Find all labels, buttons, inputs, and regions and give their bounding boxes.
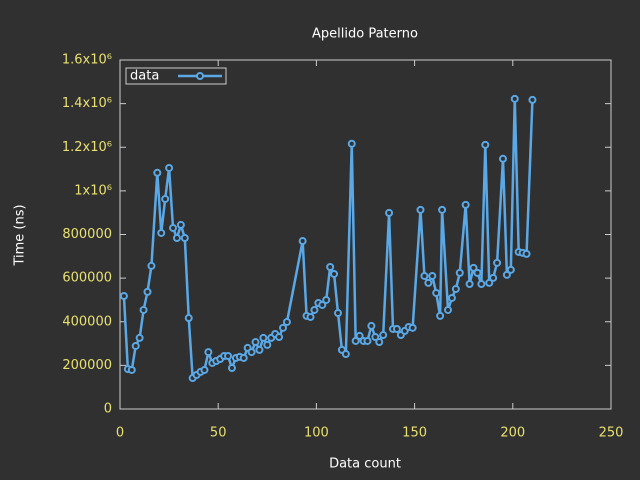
data-point (275, 333, 284, 342)
data-point (334, 309, 343, 318)
data-point (282, 317, 291, 326)
data-point (447, 293, 456, 302)
data-point (465, 280, 474, 289)
data-point (239, 353, 248, 362)
x-tick-label: 250 (599, 426, 624, 441)
data-point (443, 305, 452, 314)
data-point (127, 365, 136, 374)
data-point (392, 324, 401, 333)
data-point (161, 194, 170, 203)
data-point (351, 336, 360, 345)
data-point (438, 205, 447, 214)
data-point (510, 94, 519, 103)
data-point (375, 338, 384, 347)
legend-label: data (130, 69, 159, 84)
data-point (255, 345, 264, 354)
data-point (522, 249, 531, 258)
data-point (318, 300, 327, 309)
y-tick-label: 1x10⁶ (74, 183, 112, 198)
data-point (131, 341, 140, 350)
data-line (122, 97, 534, 380)
data-point (371, 333, 380, 342)
data-point (432, 288, 441, 297)
data-point (416, 205, 425, 214)
data-point (227, 363, 236, 372)
data-point (469, 263, 478, 272)
legend-box (125, 67, 227, 85)
data-point (251, 338, 260, 347)
data-point (420, 271, 429, 280)
data-point (355, 331, 364, 340)
data-point (180, 233, 189, 242)
data-point (119, 292, 128, 301)
data-point (298, 237, 307, 246)
legend-marker (196, 72, 204, 80)
data-point (451, 285, 460, 294)
data-point (184, 314, 193, 323)
data-point (147, 261, 156, 270)
y-tick-label: 1.4x10⁶ (62, 96, 112, 111)
data-point (424, 278, 433, 287)
data-point (263, 340, 272, 349)
data-point (143, 287, 152, 296)
y-tick-label: 200000 (62, 358, 112, 373)
data-point (172, 233, 181, 242)
data-point (485, 278, 494, 287)
x-axis-label: Data count (329, 457, 401, 472)
data-point (506, 265, 515, 274)
data-point (200, 365, 209, 374)
data-point (279, 323, 288, 332)
data-point (473, 268, 482, 277)
data-point (455, 268, 464, 277)
data-point (489, 273, 498, 282)
chart-title: Apellido Paterno (312, 27, 418, 42)
data-point (322, 295, 331, 304)
data-point (135, 333, 144, 342)
data-point (498, 154, 507, 163)
data-point (408, 323, 417, 332)
y-tick-label: 0 (104, 402, 112, 417)
x-tick-label: 0 (116, 426, 124, 441)
y-tick-label: 1.2x10⁶ (62, 140, 112, 155)
data-point (139, 305, 148, 314)
data-point (528, 95, 537, 104)
data-point (347, 139, 356, 148)
data-point (165, 163, 174, 172)
y-tick-label: 800000 (62, 227, 112, 242)
x-tick-label: 100 (304, 426, 329, 441)
data-point (363, 336, 372, 345)
y-tick-label: 1.6x10⁶ (62, 53, 112, 68)
data-point (153, 168, 162, 177)
data-point (461, 200, 470, 209)
y-tick-label: 400000 (62, 314, 112, 329)
x-tick-label: 200 (500, 426, 525, 441)
data-point (385, 208, 394, 217)
data-point (330, 269, 339, 278)
data-point (428, 271, 437, 280)
data-point (493, 258, 502, 267)
data-point (502, 270, 511, 279)
data-point (367, 321, 376, 330)
data-point (157, 228, 166, 237)
x-tick-label: 50 (210, 426, 227, 441)
data-point (259, 333, 268, 342)
data-point (224, 351, 233, 360)
y-axis-label: Time (ns) (13, 204, 28, 266)
data-point (310, 305, 319, 314)
y-tick-label: 600000 (62, 271, 112, 286)
x-tick-label: 150 (402, 426, 427, 441)
data-point (169, 223, 178, 232)
data-point (477, 280, 486, 289)
data-point (436, 311, 445, 320)
data-point (341, 350, 350, 359)
data-point (247, 348, 256, 357)
data-point (379, 331, 388, 340)
data-point (306, 312, 315, 321)
data-point (204, 348, 213, 357)
data-point (481, 140, 490, 149)
data-point (176, 220, 185, 229)
data-point (326, 263, 335, 272)
